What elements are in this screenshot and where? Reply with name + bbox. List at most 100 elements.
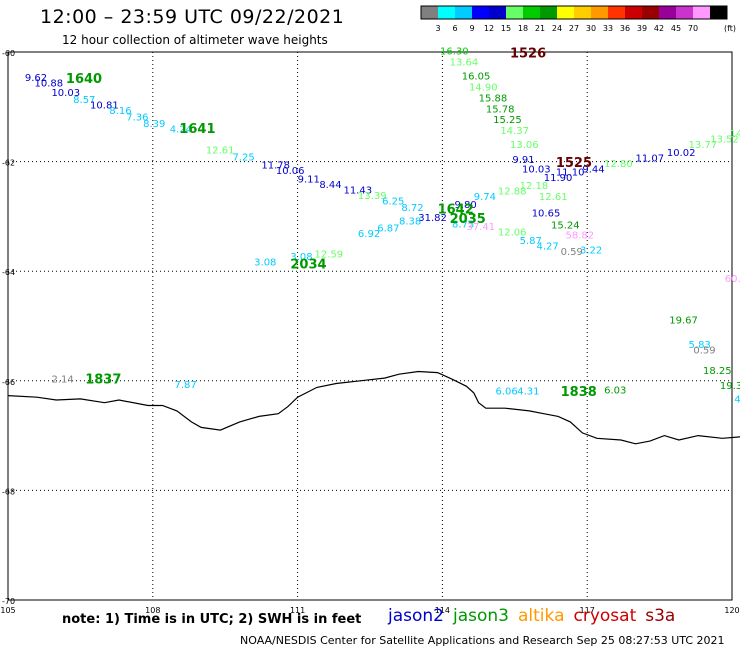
colorbar-label: 30 bbox=[586, 24, 596, 33]
track-time-label: 1838 bbox=[561, 385, 597, 400]
wave-height-value: 12.88 bbox=[498, 186, 527, 197]
wave-height-value: 3.08 bbox=[254, 258, 276, 269]
wave-height-value: 18.25 bbox=[703, 366, 732, 377]
colorbar-label: 33 bbox=[603, 24, 613, 33]
wave-height-value: 13.77 bbox=[689, 140, 718, 151]
lon-tick-label: 120 bbox=[724, 606, 739, 615]
wave-height-value: 8.44 bbox=[319, 180, 341, 191]
wave-height-value: 3.08 bbox=[290, 252, 312, 263]
colorbar-swatch bbox=[455, 6, 473, 19]
wave-height-value: 6.03 bbox=[604, 385, 626, 396]
wave-height-value: 12.59 bbox=[314, 250, 343, 261]
wave-height-value: 5.87 bbox=[520, 236, 542, 247]
wave-height-value: 10.03 bbox=[51, 88, 80, 99]
wave-height-value: 16.05 bbox=[462, 71, 491, 82]
lat-tick-label: -60 bbox=[2, 49, 15, 58]
track-time-label: 1641 bbox=[179, 122, 215, 137]
wave-height-value: 11.78 bbox=[261, 161, 290, 172]
colorbar-swatch bbox=[540, 6, 558, 19]
colorbar-swatch bbox=[574, 6, 592, 19]
colorbar-swatch bbox=[659, 6, 677, 19]
lat-tick-label: -68 bbox=[2, 487, 15, 496]
lat-tick-label: -64 bbox=[2, 268, 15, 277]
map-title: 12:00 – 23:59 UTC 09/22/2021 bbox=[40, 6, 345, 28]
wave-height-value: 12.18 bbox=[520, 181, 549, 192]
colorbar-swatch bbox=[642, 6, 660, 19]
map-frame bbox=[7, 51, 733, 601]
track-time-label: 1642 bbox=[438, 203, 474, 218]
lon-tick-label: 114 bbox=[435, 606, 450, 615]
wave-height-value: 11.90 bbox=[544, 173, 573, 184]
satellite-jason2: jason2 bbox=[388, 606, 444, 626]
wave-height-value: 4.27 bbox=[537, 241, 559, 252]
wave-height-value: 8.39 bbox=[143, 119, 165, 130]
colorbar-swatch bbox=[693, 6, 711, 19]
note-text: note: 1) Time is in UTC; 2) SWH is in fe… bbox=[62, 612, 362, 627]
wave-height-value: 10.65 bbox=[532, 208, 561, 219]
colorbar-label: 3 bbox=[435, 24, 440, 33]
colorbar-label: 42 bbox=[654, 24, 664, 33]
wave-height-value: 10.81 bbox=[90, 100, 119, 111]
colorbar-label: 18 bbox=[518, 24, 528, 33]
wave-height-value: 8.16 bbox=[109, 106, 131, 117]
wave-height-value: 9.44 bbox=[582, 165, 604, 176]
wave-height-value: 15.78 bbox=[486, 104, 515, 115]
colorbar-unit: (ft) bbox=[724, 24, 736, 33]
colorbar-swatch bbox=[557, 6, 575, 19]
wave-height-value: 10.03 bbox=[522, 165, 551, 176]
wave-height-value: 60.75 bbox=[725, 274, 740, 285]
wave-height-value: 12.61 bbox=[206, 145, 235, 156]
wave-height-value: 5.83 bbox=[689, 340, 711, 351]
colorbar-outline bbox=[420, 5, 728, 20]
map-grid bbox=[7, 51, 733, 601]
satellite-altika: altika bbox=[518, 606, 565, 626]
wave-height-value: 19.36 bbox=[720, 381, 740, 392]
wave-height-value: 12.06 bbox=[498, 228, 527, 239]
lat-tick-label: -66 bbox=[2, 378, 15, 387]
wave-height-value: 0.59 bbox=[693, 345, 715, 356]
wave-height-value: 4.13 bbox=[734, 395, 740, 406]
lon-tick-label: 111 bbox=[290, 606, 305, 615]
wave-height-value: 10.88 bbox=[35, 79, 64, 90]
satellite-cryosat: cryosat bbox=[573, 606, 637, 626]
wave-height-value: 14.90 bbox=[469, 82, 498, 93]
wave-height-value: 8.57 bbox=[73, 95, 95, 106]
wave-height-value: 6.06 bbox=[495, 387, 517, 398]
wave-height-value: 11.10 bbox=[556, 167, 585, 178]
wave-height-value: 2.14 bbox=[51, 374, 73, 385]
colorbar-label: 36 bbox=[620, 24, 630, 33]
wave-height-value: 4.31 bbox=[517, 387, 539, 398]
satellite-jason3: jason3 bbox=[453, 606, 509, 626]
wave-height-value: 10.02 bbox=[667, 148, 696, 159]
colorbar-legend: 3 6 9 12 15 18 21 24 27 30 33 36 39 42 45 70 (ft) bbox=[420, 5, 736, 33]
wave-height-value: 12.61 bbox=[539, 192, 568, 203]
colorbar-swatch bbox=[438, 6, 456, 19]
wave-height-value: 15.25 bbox=[493, 115, 522, 126]
wave-height-value: 6.92 bbox=[358, 229, 380, 240]
wave-height-value: 13.64 bbox=[450, 58, 479, 69]
wave-height-value: 13.06 bbox=[510, 140, 539, 151]
colorbar-label: 15 bbox=[501, 24, 511, 33]
wave-height-value: 9.91 bbox=[512, 155, 534, 166]
colorbar-label: 12 bbox=[484, 24, 494, 33]
track-time-label: 2035 bbox=[450, 212, 486, 227]
colorbar-label: 70 bbox=[688, 24, 698, 33]
colorbar-swatch bbox=[489, 6, 507, 19]
colorbar-label: 6 bbox=[452, 24, 457, 33]
wave-height-value: 7.87 bbox=[175, 380, 197, 391]
wave-height-value: 3.22 bbox=[580, 246, 602, 257]
wave-height-value: 9.74 bbox=[474, 192, 496, 203]
wave-height-value: 7.25 bbox=[232, 153, 254, 164]
wave-height-value: 31.82 bbox=[418, 213, 447, 224]
wave-height-value: 9.62 bbox=[25, 73, 47, 84]
colorbar-swatch bbox=[625, 6, 643, 19]
colorbar-label: 27 bbox=[569, 24, 579, 33]
wave-height-value: 6.25 bbox=[382, 196, 404, 207]
wave-height-value: 0.59 bbox=[561, 247, 583, 258]
colorbar-label: 24 bbox=[552, 24, 562, 33]
lon-tick-label: 117 bbox=[580, 606, 595, 615]
wave-height-value: 13.39 bbox=[358, 191, 387, 202]
colorbar-swatch bbox=[608, 6, 626, 19]
